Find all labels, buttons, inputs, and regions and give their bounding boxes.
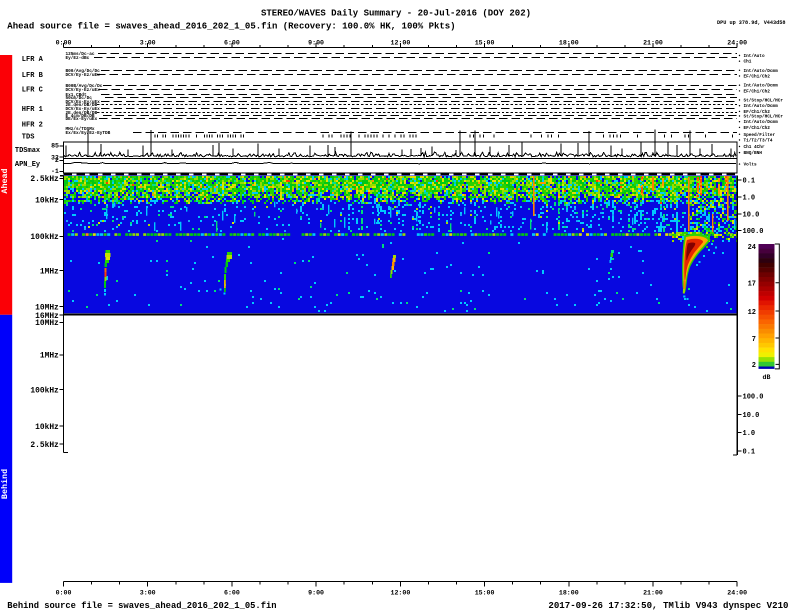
svg-text:12: 12 (748, 309, 756, 317)
svg-text:12:00: 12:00 (391, 590, 411, 597)
svg-text:Ex1,CBdt: Ex1,CBdt (66, 93, 87, 98)
svg-text:18:00: 18:00 (559, 590, 579, 597)
svg-text:2.5kHz: 2.5kHz (30, 441, 59, 450)
svg-text:17: 17 (748, 281, 756, 289)
svg-text:50cm/Dc/Dc: 50cm/Dc/Dc (66, 96, 93, 101)
svg-text:10MHz: 10MHz (35, 303, 59, 312)
svg-text:Int/Auto/Dcmm: Int/Auto/Dcmm (744, 104, 779, 109)
svg-text:18:00: 18:00 (559, 39, 579, 46)
svg-text:St/Stop/HCL/HCr: St/Stop/HCL/HCr (744, 115, 784, 120)
svg-text:E 4cm/DB/DB: E 4cm/DB/DB (66, 114, 95, 119)
svg-text:EF/Ch1/Ch2: EF/Ch1/Ch2 (744, 89, 771, 94)
svg-text:Volts: Volts (744, 163, 758, 168)
svg-text:100kHz: 100kHz (30, 233, 59, 242)
svg-text:dB: dB (763, 374, 771, 381)
svg-text:HFR 1: HFR 1 (22, 106, 43, 114)
svg-text:Behind: Behind (0, 469, 10, 499)
svg-text:0.1: 0.1 (743, 449, 756, 457)
svg-text:10.0: 10.0 (743, 412, 760, 420)
svg-text:DCV/Ey-Ez/uEx: DCV/Ey-Ez/uEx (66, 73, 101, 78)
svg-text:TDSmax: TDSmax (15, 147, 41, 155)
svg-text:Ch1: Ch1 (744, 60, 752, 65)
svg-text:EF/Ch1/Ch2: EF/Ch1/Ch2 (744, 110, 771, 115)
svg-text:1MHz: 1MHz (40, 267, 59, 276)
svg-text:DE/Ex-Ey/uEx: DE/Ex-Ey/uEx (66, 117, 98, 122)
svg-text:EF/Ch1/Ch2: EF/Ch1/Ch2 (744, 126, 771, 131)
svg-text:0:00: 0:00 (56, 590, 72, 597)
svg-text:Ahead source file = swaves_ahe: Ahead source file = swaves_ahead_2016_20… (7, 22, 455, 32)
svg-text:-1: -1 (51, 168, 59, 175)
svg-text:2E.den/DB/DB: 2E.den/DB/DB (66, 103, 98, 108)
svg-text:HFR 2: HFR 2 (22, 122, 43, 130)
svg-text:0.1: 0.1 (743, 178, 756, 186)
svg-text:0:00: 0:00 (56, 39, 72, 46)
svg-text:LFR C: LFR C (22, 87, 43, 95)
svg-text:LFR A: LFR A (22, 56, 44, 64)
svg-text:21:00: 21:00 (643, 39, 663, 46)
svg-text:Ahead: Ahead (0, 168, 10, 193)
svg-text:1.0: 1.0 (743, 195, 756, 203)
svg-text:10MHz: 10MHz (35, 319, 59, 328)
svg-text:B00B/Avg/Dc/Dc: B00B/Avg/Dc/Dc (66, 84, 103, 89)
svg-text:2.5kHz: 2.5kHz (30, 175, 59, 184)
svg-text:100.0: 100.0 (743, 394, 764, 402)
svg-text:3:00: 3:00 (140, 39, 156, 46)
svg-text:10kHz: 10kHz (35, 423, 59, 432)
svg-text:24:00: 24:00 (727, 590, 747, 597)
svg-text:2: 2 (55, 157, 59, 164)
svg-text:T1/T2/T3/T4: T1/T2/T3/T4 (744, 139, 773, 144)
svg-text:Int/Auto/Dcmm: Int/Auto/Dcmm (744, 120, 779, 125)
svg-text:Int/Auto: Int/Auto (744, 54, 765, 59)
svg-text:24: 24 (748, 244, 756, 252)
svg-text:LFR B: LFR B (22, 72, 44, 80)
svg-text:Speed/Filter: Speed/Filter (744, 133, 776, 138)
svg-text:St/Stop/HCL/HCr: St/Stop/HCL/HCr (744, 99, 784, 104)
svg-text:APN_Ey: APN_Ey (15, 161, 41, 169)
svg-text:BNQ/BNH: BNQ/BNH (744, 151, 763, 156)
svg-text:Int/Auto/Dcmm: Int/Auto/Dcmm (744, 84, 779, 89)
svg-text:EF/Ch1/Ch2: EF/Ch1/Ch2 (744, 75, 771, 80)
svg-text:MHz/s/TDSMx: MHz/s/TDSMx (66, 127, 95, 132)
svg-text:21:00: 21:00 (643, 590, 663, 597)
svg-text:TDS: TDS (22, 134, 35, 142)
svg-text:32: 32 (51, 154, 59, 161)
svg-text:STEREO/WAVES Daily Summary - 2: STEREO/WAVES Daily Summary - 20-Jul-2016… (261, 8, 531, 18)
svg-text:16MHz: 16MHz (35, 312, 59, 321)
svg-text:15:00: 15:00 (475, 39, 495, 46)
svg-text:125ms/Dc-ac: 125ms/Dc-ac (66, 52, 95, 57)
svg-text:100kHz: 100kHz (30, 386, 59, 395)
svg-text:85: 85 (51, 143, 59, 150)
svg-text:6:00: 6:00 (224, 590, 240, 597)
svg-text:9:00: 9:00 (308, 39, 324, 46)
svg-text:100.0: 100.0 (743, 228, 764, 236)
svg-text:2: 2 (752, 362, 756, 370)
svg-text:2017-09-26 17:32:50, TMlib V94: 2017-09-26 17:32:50, TMlib V943 dynspec … (548, 600, 788, 611)
svg-text:DPU up 378.9d, V443d58: DPU up 378.9d, V443d58 (717, 20, 786, 26)
svg-text:7: 7 (752, 336, 756, 344)
svg-text:15:00: 15:00 (475, 590, 495, 597)
svg-text:DCV/Ex-Ey/uEx: DCV/Ex-Ey/uEx (66, 100, 101, 105)
svg-text:24:00: 24:00 (727, 39, 747, 46)
svg-text:6:00: 6:00 (224, 39, 240, 46)
svg-text:Behind source file = swaves_ah: Behind source file = swaves_ahead_2016_2… (7, 601, 276, 611)
svg-text:2E.den/DB/DB: 2E.den/DB/DB (66, 111, 98, 116)
svg-text:3:00: 3:00 (140, 590, 156, 597)
svg-text:Ch1 4Chr: Ch1 4Chr (744, 145, 765, 150)
svg-text:10.0: 10.0 (743, 212, 760, 220)
svg-text:9:00: 9:00 (308, 590, 324, 597)
svg-text:1.0: 1.0 (743, 430, 756, 438)
svg-text:Int/Auto/Dcmm: Int/Auto/Dcmm (744, 69, 779, 74)
svg-text:DCV/Ey-Ez/uEx: DCV/Ey-Ez/uEx (66, 88, 101, 93)
svg-text:10kHz: 10kHz (35, 196, 59, 205)
svg-text:Ey/Ez-dBc: Ey/Ez-dBc (66, 56, 90, 61)
svg-text:12:00: 12:00 (391, 39, 411, 46)
svg-text:B00/Avg/Dc/Dc: B00/Avg/Dc/Dc (66, 69, 101, 74)
svg-text:DCV/Ex-Ey/uEx: DCV/Ex-Ey/uEx (66, 107, 101, 112)
svg-text:1MHz: 1MHz (40, 352, 59, 361)
